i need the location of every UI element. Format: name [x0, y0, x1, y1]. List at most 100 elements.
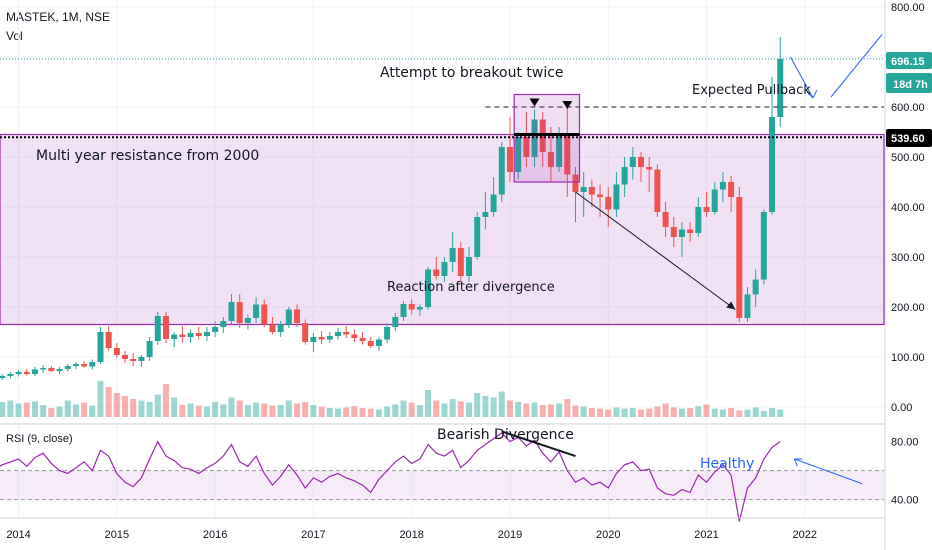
candle-body: [72, 364, 79, 366]
candle: [105, 326, 112, 351]
candle: [285, 307, 292, 328]
volume-bar: [695, 406, 702, 417]
candle-layer: [0, 37, 784, 380]
candle: [81, 361, 88, 368]
candle: [138, 355, 145, 367]
candle-body: [580, 187, 587, 192]
countdown-value: 18d 7h: [893, 79, 928, 91]
volume-bar: [236, 400, 243, 417]
volume-bar: [605, 409, 612, 417]
volume-bar: [408, 402, 415, 417]
volume-bar: [130, 399, 137, 417]
volume-bar: [195, 405, 202, 417]
volume-bar: [220, 404, 227, 417]
volume-bar: [441, 403, 448, 417]
candle: [449, 232, 456, 272]
volume-bar: [138, 400, 145, 417]
candle: [646, 157, 653, 192]
candle-body: [752, 279, 759, 295]
volume-bar: [48, 408, 55, 417]
volume-bar: [310, 405, 317, 417]
volume-bar: [81, 402, 88, 417]
volume-bar: [613, 407, 620, 417]
candle: [482, 192, 489, 230]
candle-body: [678, 229, 685, 237]
volume-bar: [752, 407, 759, 417]
candle: [515, 132, 522, 180]
candle-body: [277, 324, 284, 332]
candle: [662, 202, 669, 237]
volume-bar: [572, 405, 579, 417]
volume-bar: [269, 405, 276, 417]
candle-body: [728, 182, 735, 197]
rsi-label[interactable]: RSI (9, close): [6, 433, 73, 445]
candle: [269, 317, 276, 335]
annotation-divergence: Bearish Divergence: [437, 427, 574, 443]
price-tick-label: 100.00: [891, 352, 925, 364]
volume-bar: [146, 402, 153, 417]
time-tick-label: 2017: [301, 529, 325, 541]
volume-bar: [294, 403, 301, 417]
candle: [498, 142, 505, 202]
candle-body: [228, 302, 235, 321]
time-tick-label: 2022: [793, 529, 817, 541]
volume-bar: [523, 403, 530, 417]
rsi-layer: [0, 432, 884, 522]
resistance-price-tag[interactable]: 539.60: [886, 129, 932, 147]
volume-bar: [187, 403, 194, 417]
candle-body: [113, 348, 120, 355]
candle: [506, 117, 513, 182]
time-tick-label: 2014: [6, 529, 30, 541]
price-tick-label: 200.00: [891, 302, 925, 314]
candle-body: [203, 332, 210, 336]
candle: [97, 327, 104, 364]
candle-body: [556, 134, 563, 167]
candle-body: [122, 355, 129, 359]
candle: [310, 333, 317, 352]
candle: [670, 217, 677, 247]
candle: [261, 299, 268, 327]
candle-body: [0, 376, 6, 378]
candle: [580, 172, 587, 217]
candle: [171, 332, 178, 347]
volume-bar: [646, 408, 653, 417]
candle-body: [187, 333, 194, 337]
price-tick-label: 600.00: [891, 102, 925, 114]
candle-body: [769, 117, 776, 212]
candle: [89, 359, 96, 370]
candle: [23, 369, 30, 376]
candle-body: [482, 212, 489, 217]
candle-body: [285, 309, 292, 325]
candle: [334, 328, 341, 340]
time-tick-label: 2020: [596, 529, 620, 541]
candle: [146, 337, 153, 361]
symbol-title[interactable]: MASTEK, 1M, NSE: [6, 10, 111, 24]
volume-bar: [367, 408, 374, 417]
candle-body: [457, 248, 464, 276]
candle-body: [334, 332, 341, 336]
volume-bar: [343, 407, 350, 417]
candle-body: [269, 324, 276, 332]
price-tick-label: 500.00: [891, 152, 925, 164]
candle-body: [416, 307, 423, 310]
candle: [277, 321, 284, 337]
volume-bar: [212, 402, 219, 417]
candle-body: [351, 334, 358, 338]
candle: [678, 222, 685, 257]
candle: [15, 370, 22, 377]
divergence-line: [501, 430, 576, 458]
volume-bar: [433, 400, 440, 417]
volume-bar: [736, 410, 743, 417]
last-price-tag[interactable]: 696.15: [886, 52, 932, 69]
volume-bar: [0, 402, 6, 417]
candle-body: [294, 309, 301, 323]
price-tick-label: 300.00: [891, 252, 925, 264]
volume-bar: [662, 403, 669, 417]
volume-bar: [531, 402, 538, 417]
candle-body: [359, 338, 366, 341]
candle-body: [449, 248, 456, 262]
candle: [162, 312, 169, 343]
candle-body: [736, 197, 743, 318]
candle: [122, 351, 129, 363]
